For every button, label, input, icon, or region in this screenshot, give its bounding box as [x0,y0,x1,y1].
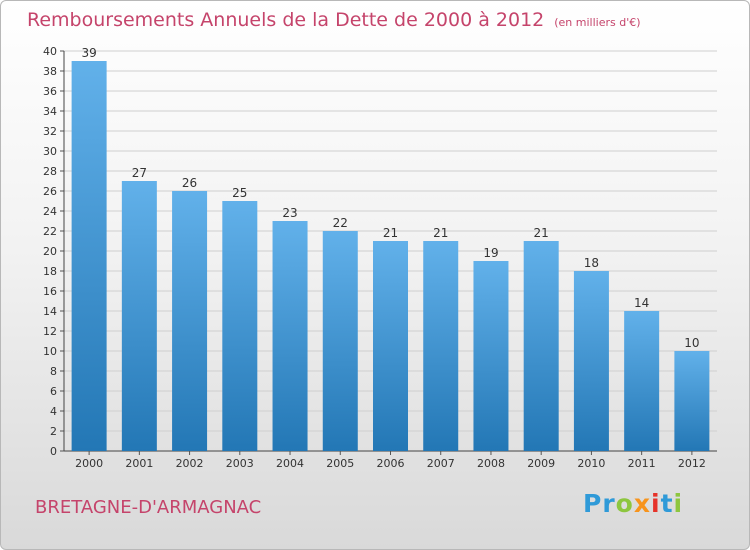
y-tick-label: 12 [43,325,57,338]
bar [322,231,358,451]
chart-title: Remboursements Annuels de la Dette de 20… [27,9,641,31]
title-text: Remboursements Annuels de la Dette de 20… [27,9,545,31]
x-tick-label: 2007 [427,457,455,470]
y-tick-label: 6 [50,385,57,398]
y-tick-label: 26 [43,185,57,198]
data-label: 39 [81,46,96,60]
data-label: 21 [433,226,448,240]
bar [423,241,459,451]
logo-part: x [633,489,651,518]
bar [624,311,660,451]
bars [71,61,710,451]
commune-name: BRETAGNE-D'ARMAGNAC [35,497,262,518]
logo-part: i [673,489,684,518]
data-label: 25 [232,186,247,200]
bar [222,201,258,451]
logo-part: i [650,489,661,518]
bar [272,221,308,451]
data-label: 14 [634,296,649,310]
x-tick-label: 2009 [527,457,555,470]
y-tick-label: 24 [43,205,57,218]
data-label: 21 [534,226,549,240]
logo-part: t [660,489,674,518]
y-tick-label: 4 [50,405,57,418]
data-label: 19 [483,246,498,260]
y-tick-label: 8 [50,365,57,378]
x-tick-label: 2001 [125,457,153,470]
data-label: 22 [333,216,348,230]
y-tick-label: 32 [43,125,57,138]
bar [573,271,609,451]
y-tick-label: 16 [43,285,57,298]
bar [373,241,408,451]
proxiti-logo[interactable]: Proxiti [583,489,683,518]
x-tick-label: 2008 [477,457,505,470]
bar [121,181,157,451]
x-tick-label: 2002 [176,457,204,470]
x-tick-label: 2010 [577,457,605,470]
y-tick-label: 36 [43,85,57,98]
y-tick-label: 14 [43,305,57,318]
logo-part: Pr [583,489,616,518]
bar [71,61,107,451]
y-tick-label: 20 [43,245,57,258]
data-label: 18 [584,256,599,270]
y-tick-label: 38 [43,65,57,78]
bar [473,261,509,451]
x-tick-label: 2000 [75,457,103,470]
data-label: 23 [282,206,297,220]
x-tick-label: 2005 [326,457,354,470]
bar [523,241,559,451]
data-label: 27 [132,166,147,180]
x-tick-labels: 2000 2001 2002 2003 2004 2005 2006 2007 2008 2009… [75,457,706,470]
y-tick-label: 34 [43,105,57,118]
y-tick-label: 40 [43,45,57,58]
y-tick-label: 10 [43,345,57,358]
x-tick-label: 2012 [678,457,706,470]
logo-part: o [615,489,634,518]
y-tick-label: 18 [43,265,57,278]
x-tick-label: 2004 [276,457,304,470]
data-label: 21 [383,226,398,240]
y-tick-label: 2 [50,425,57,438]
unit-label: (en milliers d'€) [554,16,641,29]
bar [674,351,710,451]
y-tick-label: 30 [43,145,57,158]
data-labels: 39 27 26 25 23 22 21 21 19 21 18 14 10 [81,46,699,350]
data-label: 10 [684,336,699,350]
x-tick-label: 2006 [377,457,405,470]
data-label: 26 [182,176,197,190]
bar [172,191,208,451]
x-tick-label: 2003 [226,457,254,470]
y-tick-label: 28 [43,165,57,178]
x-tick-label: 2011 [628,457,656,470]
y-tick-label: 22 [43,225,57,238]
y-tick-label: 0 [50,445,57,458]
